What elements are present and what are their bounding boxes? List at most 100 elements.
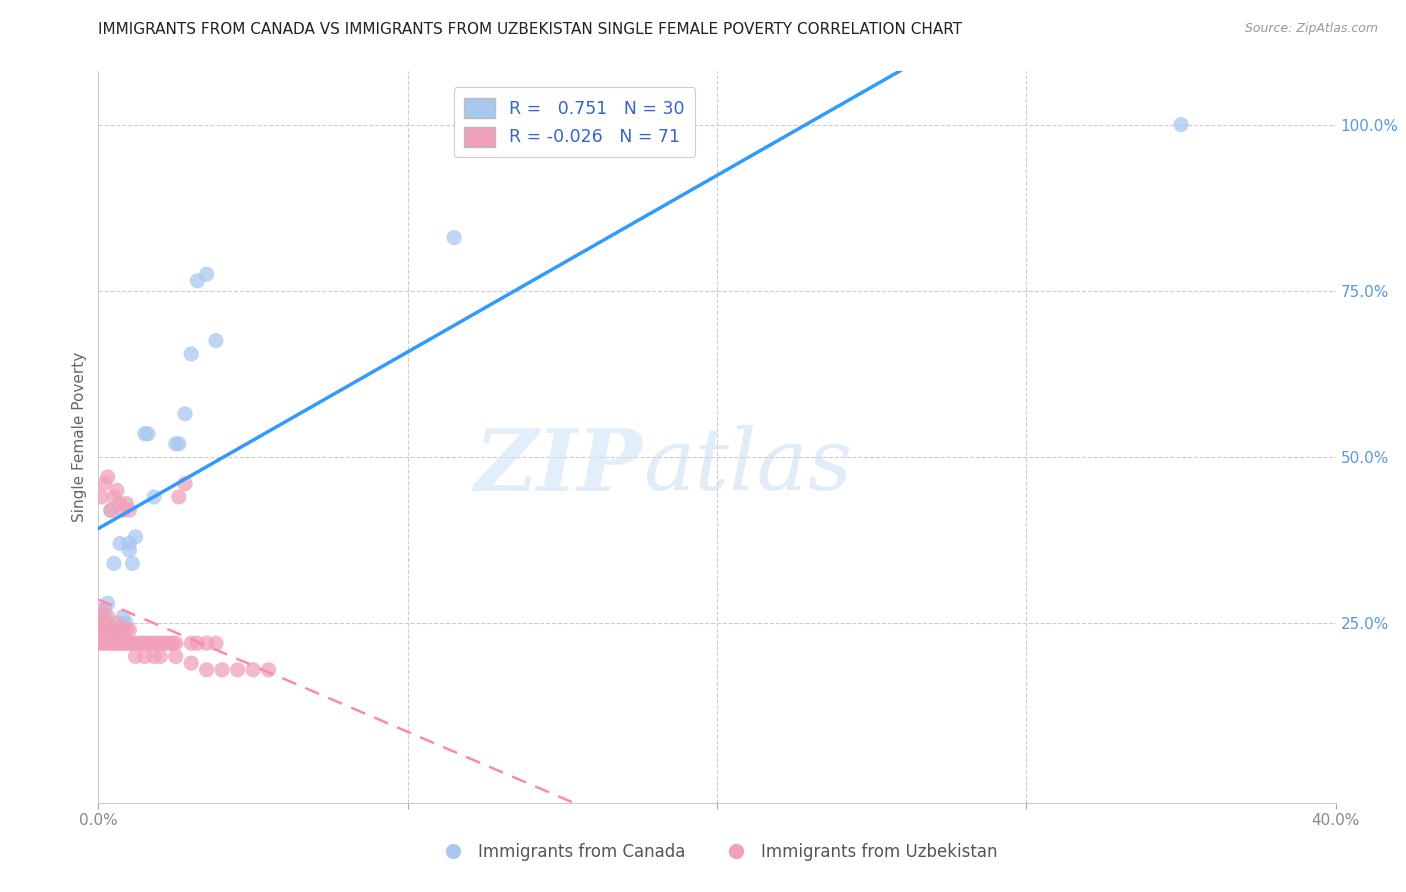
Point xyxy=(97,636,120,650)
Point xyxy=(103,490,125,504)
Point xyxy=(118,543,141,558)
Point xyxy=(100,503,122,517)
Point xyxy=(165,649,187,664)
Point xyxy=(134,649,156,664)
Point xyxy=(103,623,125,637)
Point xyxy=(242,663,264,677)
Point xyxy=(162,636,184,650)
Point xyxy=(97,609,120,624)
Point xyxy=(90,616,112,631)
Point xyxy=(180,656,202,670)
Point xyxy=(180,347,202,361)
Text: atlas: atlas xyxy=(643,425,852,508)
Point xyxy=(112,503,135,517)
Point xyxy=(93,616,115,631)
Point xyxy=(257,663,280,677)
Point xyxy=(128,636,150,650)
Point xyxy=(195,636,218,650)
Point xyxy=(536,118,558,132)
Point xyxy=(90,609,112,624)
Point xyxy=(93,636,115,650)
Point xyxy=(149,636,172,650)
Point xyxy=(87,636,110,650)
Point xyxy=(103,636,125,650)
Point xyxy=(165,436,187,450)
Point xyxy=(115,497,138,511)
Point xyxy=(100,636,122,650)
Point xyxy=(186,636,208,650)
Point xyxy=(100,630,122,644)
Point xyxy=(139,636,162,650)
Point xyxy=(152,636,174,650)
Point xyxy=(90,630,112,644)
Point xyxy=(195,663,218,677)
Point xyxy=(136,426,159,441)
Point xyxy=(115,636,138,650)
Point xyxy=(124,530,146,544)
Point xyxy=(108,623,131,637)
Point xyxy=(205,636,228,650)
Point xyxy=(97,616,120,631)
Point xyxy=(105,623,128,637)
Point xyxy=(143,490,166,504)
Point xyxy=(118,536,141,550)
Point xyxy=(90,490,112,504)
Point xyxy=(100,503,122,517)
Point xyxy=(131,636,153,650)
Point xyxy=(149,649,172,664)
Point xyxy=(226,663,249,677)
Point xyxy=(124,636,146,650)
Point xyxy=(112,623,135,637)
Point xyxy=(186,274,208,288)
Point xyxy=(97,596,120,610)
Point xyxy=(121,636,143,650)
Point xyxy=(103,557,125,571)
Point xyxy=(105,636,128,650)
Point xyxy=(195,267,218,281)
Point xyxy=(205,334,228,348)
Point xyxy=(167,436,190,450)
Point xyxy=(121,557,143,571)
Point xyxy=(143,636,166,650)
Point xyxy=(93,476,115,491)
Point xyxy=(112,616,135,631)
Point xyxy=(134,426,156,441)
Point xyxy=(90,636,112,650)
Point xyxy=(174,476,197,491)
Y-axis label: Single Female Poverty: Single Female Poverty xyxy=(72,352,87,522)
Point xyxy=(87,630,110,644)
Point xyxy=(443,230,465,244)
Point xyxy=(90,609,112,624)
Point xyxy=(108,497,131,511)
Point xyxy=(97,470,120,484)
Text: Source: ZipAtlas.com: Source: ZipAtlas.com xyxy=(1244,22,1378,36)
Point xyxy=(108,536,131,550)
Point xyxy=(112,636,135,650)
Point xyxy=(159,636,181,650)
Text: IMMIGRANTS FROM CANADA VS IMMIGRANTS FROM UZBEKISTAN SINGLE FEMALE POVERTY CORRE: IMMIGRANTS FROM CANADA VS IMMIGRANTS FRO… xyxy=(98,22,963,37)
Point xyxy=(108,636,131,650)
Point xyxy=(87,623,110,637)
Point xyxy=(115,616,138,631)
Point xyxy=(105,616,128,631)
Point xyxy=(136,636,159,650)
Legend: Immigrants from Canada, Immigrants from Uzbekistan: Immigrants from Canada, Immigrants from … xyxy=(430,837,1004,868)
Point xyxy=(90,603,112,617)
Point xyxy=(90,616,112,631)
Text: ZIP: ZIP xyxy=(475,425,643,508)
Point xyxy=(211,663,233,677)
Point xyxy=(143,649,166,664)
Point xyxy=(93,603,115,617)
Point xyxy=(155,636,177,650)
Point xyxy=(174,407,197,421)
Point xyxy=(134,636,156,650)
Point xyxy=(93,630,115,644)
Point xyxy=(167,490,190,504)
Point xyxy=(124,649,146,664)
Point xyxy=(118,503,141,517)
Point xyxy=(112,609,135,624)
Point xyxy=(146,636,169,650)
Point xyxy=(118,623,141,637)
Point xyxy=(489,118,512,132)
Point xyxy=(118,636,141,650)
